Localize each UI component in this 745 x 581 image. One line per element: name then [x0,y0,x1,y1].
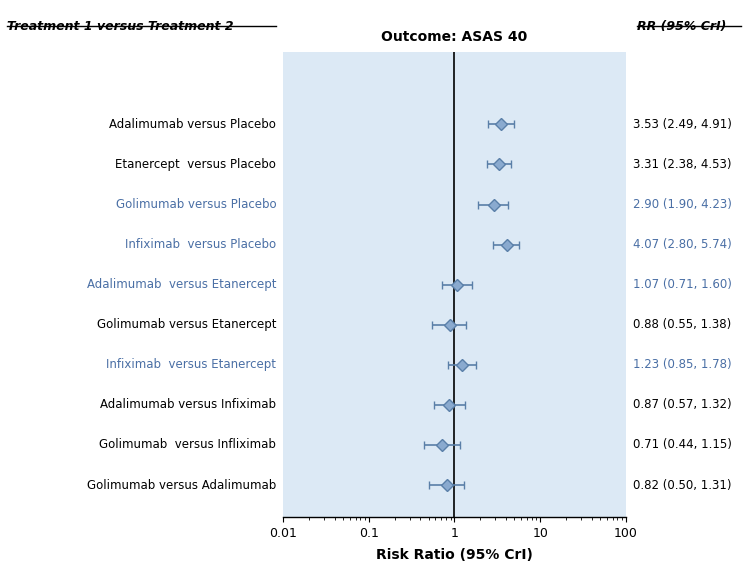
Title: Outcome: ASAS 40: Outcome: ASAS 40 [381,30,527,44]
Text: Adalimumab  versus Etanercept: Adalimumab versus Etanercept [86,278,276,291]
Text: 3.31 (2.38, 4.53): 3.31 (2.38, 4.53) [633,158,731,171]
Text: 1.23 (0.85, 1.78): 1.23 (0.85, 1.78) [633,358,732,371]
Text: 0.82 (0.50, 1.31): 0.82 (0.50, 1.31) [633,479,731,492]
Text: Golimumab versus Etanercept: Golimumab versus Etanercept [97,318,276,331]
Text: 3.53 (2.49, 4.91): 3.53 (2.49, 4.91) [633,118,732,131]
Text: Adalimumab versus Infiximab: Adalimumab versus Infiximab [101,399,276,411]
Text: Infiximab  versus Placebo: Infiximab versus Placebo [125,238,276,251]
Text: 0.88 (0.55, 1.38): 0.88 (0.55, 1.38) [633,318,731,331]
Text: Treatment 1 versus Treatment 2: Treatment 1 versus Treatment 2 [7,20,234,33]
Text: 0.87 (0.57, 1.32): 0.87 (0.57, 1.32) [633,399,732,411]
Text: Golimumab  versus Infliximab: Golimumab versus Infliximab [99,439,276,451]
Text: Etanercept  versus Placebo: Etanercept versus Placebo [115,158,276,171]
Text: Infiximab  versus Etanercept: Infiximab versus Etanercept [107,358,276,371]
Text: 2.90 (1.90, 4.23): 2.90 (1.90, 4.23) [633,198,732,211]
X-axis label: Risk Ratio (95% CrI): Risk Ratio (95% CrI) [376,548,533,562]
Text: 1.07 (0.71, 1.60): 1.07 (0.71, 1.60) [633,278,732,291]
Text: RR (95% CrI): RR (95% CrI) [637,20,726,33]
Text: 4.07 (2.80, 5.74): 4.07 (2.80, 5.74) [633,238,732,251]
Text: Golimumab versus Adalimumab: Golimumab versus Adalimumab [87,479,276,492]
Text: Golimumab versus Placebo: Golimumab versus Placebo [115,198,276,211]
Text: 0.71 (0.44, 1.15): 0.71 (0.44, 1.15) [633,439,732,451]
Text: Adalimumab versus Placebo: Adalimumab versus Placebo [110,118,276,131]
